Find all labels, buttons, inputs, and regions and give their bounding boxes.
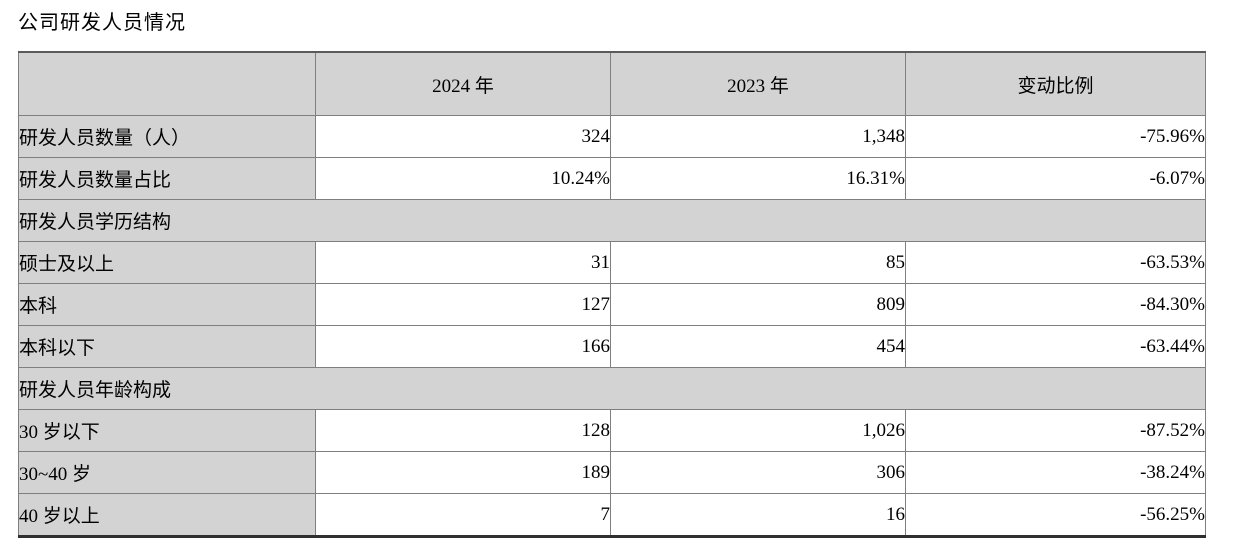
table-row: 本科 127 809 -84.30%: [18, 283, 1206, 326]
row-label: 本科: [18, 283, 316, 326]
table-row: 硕士及以上 31 85 -63.53%: [18, 241, 1206, 284]
cell-2024-value: 166: [315, 325, 611, 368]
cell-2023-value: 16: [610, 493, 906, 537]
table-row: 本科以下 166 454 -63.44%: [18, 325, 1206, 368]
table-row: 30~40 岁 189 306 -38.24%: [18, 451, 1206, 494]
row-label: 30 岁以下: [18, 409, 316, 452]
section-label-age: 研发人员年龄构成: [18, 367, 1206, 410]
cell-2024-value: 7: [315, 493, 611, 537]
section-label-education: 研发人员学历结构: [18, 199, 1206, 242]
cell-2024-value: 10.24%: [315, 157, 611, 200]
cell-2024-value: 128: [315, 409, 611, 452]
cell-change-value: -56.25%: [905, 493, 1206, 537]
cell-change-value: -75.96%: [905, 115, 1206, 158]
section-row: 研发人员年龄构成: [18, 367, 1206, 410]
table-row: 研发人员数量占比 10.24% 16.31% -6.07%: [18, 157, 1206, 200]
row-label: 研发人员数量（人）: [18, 115, 316, 158]
cell-change-value: -63.44%: [905, 325, 1206, 368]
table-header-row: 2024 年 2023 年 变动比例: [18, 51, 1206, 116]
section-row: 研发人员学历结构: [18, 199, 1206, 242]
cell-change-value: -6.07%: [905, 157, 1206, 200]
table-row: 40 岁以上 7 16 -56.25%: [18, 493, 1206, 537]
row-label: 硕士及以上: [18, 241, 316, 284]
rd-personnel-table: 2024 年 2023 年 变动比例 研发人员数量（人） 324 1,348 -…: [18, 51, 1206, 538]
page-title: 公司研发人员情况: [18, 12, 186, 34]
row-label: 研发人员数量占比: [18, 157, 316, 200]
table-row: 30 岁以下 128 1,026 -87.52%: [18, 409, 1206, 452]
cell-2024-value: 324: [315, 115, 611, 158]
cell-2023-value: 454: [610, 325, 906, 368]
header-cell-empty: [18, 51, 316, 116]
table-row: 研发人员数量（人） 324 1,348 -75.96%: [18, 115, 1206, 158]
header-cell-change-ratio: 变动比例: [905, 51, 1206, 116]
cell-2023-value: 306: [610, 451, 906, 494]
cell-2023-value: 1,026: [610, 409, 906, 452]
header-cell-2023: 2023 年: [610, 51, 906, 116]
header-cell-2024: 2024 年: [315, 51, 611, 116]
cell-2024-value: 189: [315, 451, 611, 494]
cell-change-value: -87.52%: [905, 409, 1206, 452]
cell-2023-value: 809: [610, 283, 906, 326]
cell-2023-value: 85: [610, 241, 906, 284]
cell-change-value: -38.24%: [905, 451, 1206, 494]
row-label: 40 岁以上: [18, 493, 316, 537]
cell-change-value: -84.30%: [905, 283, 1206, 326]
row-label: 30~40 岁: [18, 451, 316, 494]
row-label: 本科以下: [18, 325, 316, 368]
cell-change-value: -63.53%: [905, 241, 1206, 284]
cell-2023-value: 16.31%: [610, 157, 906, 200]
cell-2023-value: 1,348: [610, 115, 906, 158]
cell-2024-value: 127: [315, 283, 611, 326]
cell-2024-value: 31: [315, 241, 611, 284]
